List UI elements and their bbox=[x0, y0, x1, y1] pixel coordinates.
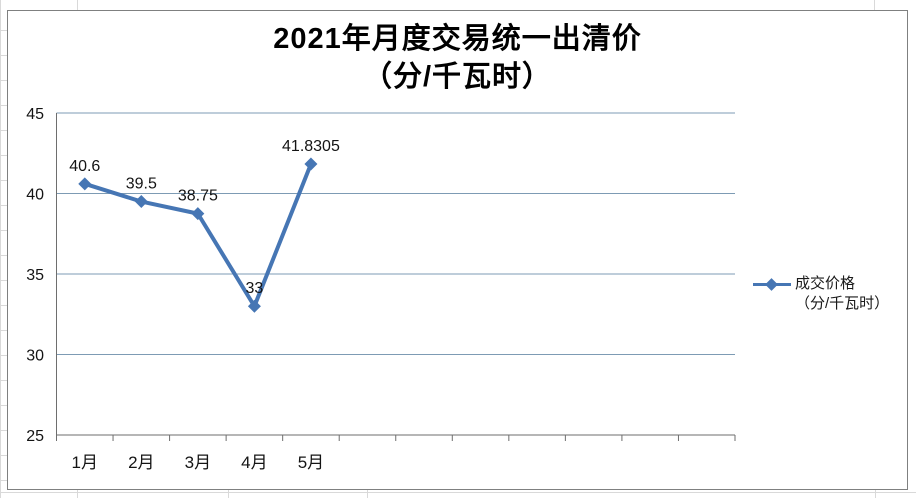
sheet-gridline bbox=[0, 105, 7, 106]
legend-label: 成交价格 （分/千瓦时） bbox=[795, 274, 889, 314]
sheet-gridline bbox=[77, 490, 78, 498]
sheet-gridline bbox=[0, 405, 7, 406]
sheet-gridline bbox=[77, 0, 78, 10]
chart-title-line1: 2021年月度交易统一出清价 bbox=[273, 23, 642, 55]
chart-object[interactable]: 2021年月度交易统一出清价 （分/千瓦时） 成交价格 （分/千瓦时） bbox=[7, 10, 908, 490]
series-line-marker-icon bbox=[753, 274, 791, 294]
legend-label-line1: 成交价格 bbox=[795, 275, 856, 292]
sheet-gridline bbox=[0, 480, 7, 481]
sheet-gridline bbox=[0, 30, 7, 31]
sheet-gridline bbox=[0, 330, 7, 331]
sheet-gridline bbox=[874, 0, 875, 10]
sheet-gridline bbox=[0, 380, 7, 381]
sheet-gridline bbox=[0, 280, 7, 281]
sheet-gridline bbox=[0, 430, 7, 431]
sheet-gridline bbox=[0, 455, 7, 456]
legend-label-line2: （分/千瓦时） bbox=[795, 295, 890, 312]
sheet-gridline bbox=[0, 80, 7, 81]
sheet-gridline bbox=[367, 490, 368, 498]
sheet-gridline bbox=[875, 490, 876, 498]
sheet-gridline bbox=[0, 180, 7, 181]
sheet-gridline bbox=[0, 230, 7, 231]
sheet-gridline bbox=[228, 490, 229, 498]
chart-title-line2: （分/千瓦时） bbox=[362, 61, 553, 93]
sheet-gridline bbox=[0, 492, 916, 493]
sheet-gridline bbox=[0, 130, 7, 131]
sheet-gridline bbox=[0, 55, 7, 56]
sheet-gridline bbox=[0, 205, 7, 206]
sheet-gridline bbox=[0, 255, 7, 256]
sheet-gridline bbox=[0, 155, 7, 156]
chart-title: 2021年月度交易统一出清价 （分/千瓦时） bbox=[8, 20, 907, 96]
sheet-gridline bbox=[0, 0, 1, 498]
sheet-gridline bbox=[0, 305, 7, 306]
chart-legend[interactable]: 成交价格 （分/千瓦时） bbox=[753, 274, 889, 314]
sheet-gridline bbox=[0, 355, 7, 356]
